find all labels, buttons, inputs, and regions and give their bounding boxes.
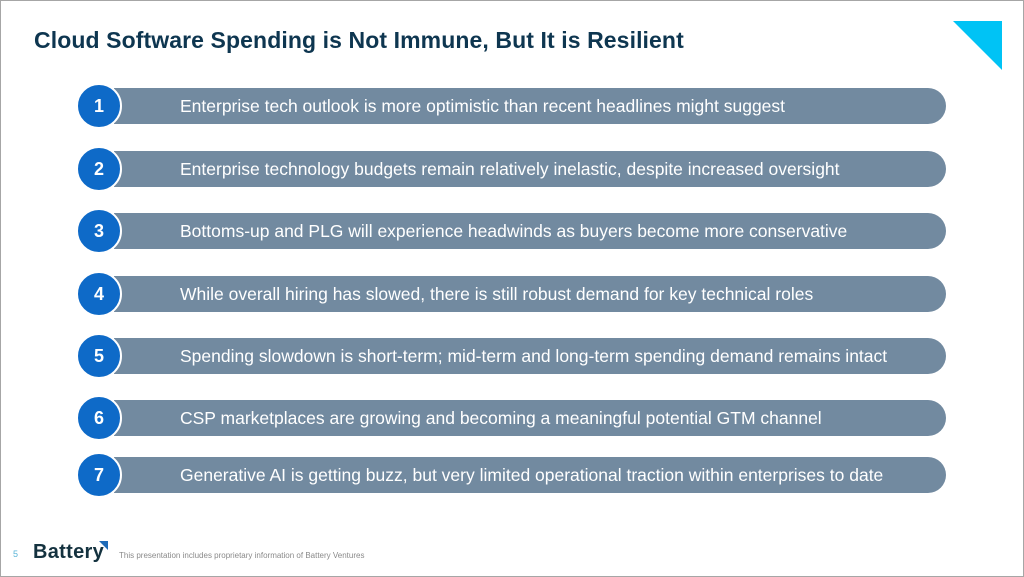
item-bar: Bottoms-up and PLG will experience headw…	[114, 213, 946, 249]
number-badge: 7	[76, 452, 122, 498]
number-badge: 2	[76, 146, 122, 192]
number-badge: 5	[76, 333, 122, 379]
item-text: Bottoms-up and PLG will experience headw…	[180, 221, 848, 241]
item-text: While overall hiring has slowed, there i…	[180, 284, 814, 304]
list-item: 3 Bottoms-up and PLG will experience hea…	[76, 208, 946, 254]
list-item: 2 Enterprise technology budgets remain r…	[76, 146, 946, 192]
number-badge: 4	[76, 271, 122, 317]
item-bar: Spending slowdown is short-term; mid-ter…	[114, 338, 946, 374]
list-item: 7 Generative AI is getting buzz, but ver…	[76, 452, 946, 498]
item-text: Spending slowdown is short-term; mid-ter…	[180, 346, 888, 366]
item-bar: Enterprise technology budgets remain rel…	[114, 151, 946, 187]
item-bar: Generative AI is getting buzz, but very …	[114, 457, 946, 493]
item-bar: CSP marketplaces are growing and becomin…	[114, 400, 946, 436]
item-text: Enterprise tech outlook is more optimist…	[180, 96, 786, 116]
logo-triangle-icon	[99, 541, 108, 550]
battery-logo: Battery	[33, 541, 105, 563]
number-badge: 3	[76, 208, 122, 254]
list-item: 1 Enterprise tech outlook is more optimi…	[76, 83, 946, 129]
item-text: Generative AI is getting buzz, but very …	[180, 465, 884, 485]
item-bar: Enterprise tech outlook is more optimist…	[114, 88, 946, 124]
page-number: 5	[13, 549, 19, 559]
number-badge: 6	[76, 395, 122, 441]
item-text: Enterprise technology budgets remain rel…	[180, 159, 840, 179]
list-item: 5 Spending slowdown is short-term; mid-t…	[76, 333, 946, 379]
footer-disclaimer: This presentation includes proprietary i…	[119, 551, 365, 560]
list-item: 6 CSP marketplaces are growing and becom…	[76, 395, 946, 441]
list-item: 4 While overall hiring has slowed, there…	[76, 271, 946, 317]
item-text: CSP marketplaces are growing and becomin…	[180, 408, 822, 428]
item-bar: While overall hiring has slowed, there i…	[114, 276, 946, 312]
number-badge: 1	[76, 83, 122, 129]
corner-triangle-decoration	[953, 21, 1002, 70]
slide-title: Cloud Software Spending is Not Immune, B…	[34, 27, 684, 53]
